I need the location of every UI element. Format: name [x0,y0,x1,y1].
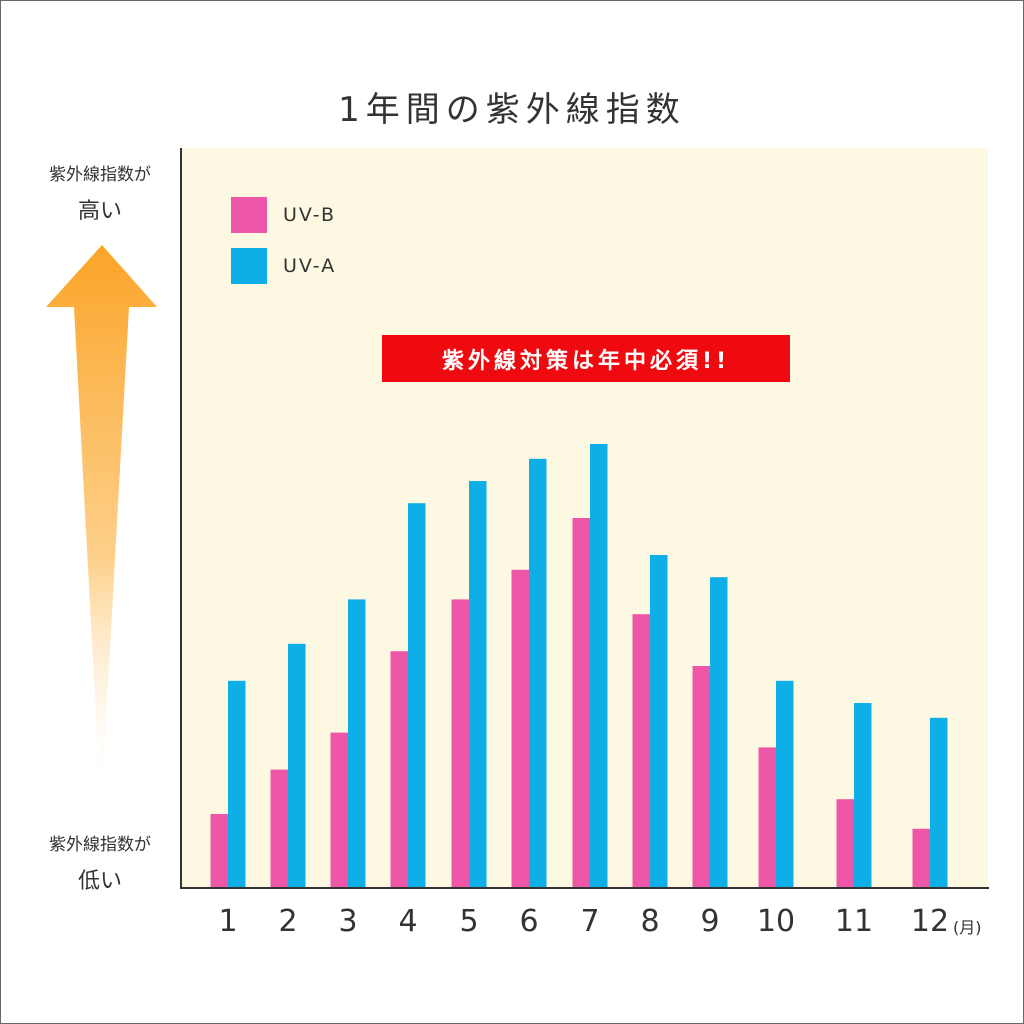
bar-uv-a-2 [288,643,306,888]
x-tick-label-10: 10 [756,904,796,939]
legend-swatch-uvb [231,197,267,233]
x-tick-label-12: 12 [910,904,950,939]
bar-uv-a-8 [650,555,668,888]
y-axis-top-label: 紫外線指数が 高い [20,160,180,225]
x-axis-unit: (月) [953,918,982,937]
bar-uv-b-6 [511,569,529,888]
bar-uv-b-10 [758,747,776,888]
y-bottom-line1: 紫外線指数が [49,835,151,855]
bar-uv-a-1 [228,680,246,888]
bar-uv-a-5 [469,481,487,888]
bar-uv-a-9 [710,577,728,888]
x-tick-label-8: 8 [640,904,660,939]
legend-item-uvb: UV-B [231,197,336,233]
x-tick-label-5: 5 [459,904,479,939]
bar-uv-b-4 [390,651,408,888]
x-tick-label-3: 3 [338,904,358,939]
x-tick-label-9: 9 [700,904,720,939]
bar-uv-b-9 [692,666,710,888]
bar-uv-a-7 [590,444,608,888]
annotation-banner: 紫外線対策は年中必須!! [382,335,790,382]
bar-uv-b-3 [330,732,348,888]
y-bottom-line2: 低い [77,869,122,894]
x-tick-label-11: 11 [834,904,874,939]
x-tick-label-6: 6 [519,904,539,939]
bar-uv-b-2 [270,769,288,888]
x-tick-label-4: 4 [398,904,418,939]
bar-uv-a-12 [930,717,948,888]
legend-item-uva: UV-A [231,248,336,284]
bar-uv-a-10 [776,680,794,888]
bar-uv-b-1 [210,814,228,888]
bar-uv-b-7 [572,518,590,888]
up-arrow-icon [46,245,157,810]
chart-title: 1年間の紫外線指数 [338,90,686,130]
bar-uv-b-12 [912,828,930,888]
x-tick-label-7: 7 [580,904,600,939]
bar-uv-b-11 [836,799,854,888]
bar-uv-a-4 [408,503,426,888]
x-tick-label-2: 2 [278,904,298,939]
bar-uv-a-6 [529,458,547,888]
legend-label-uvb: UV-B [283,204,337,226]
bar-uv-b-5 [451,599,469,888]
bar-uv-a-11 [854,703,872,888]
x-tick-label-1: 1 [218,904,238,939]
legend-swatch-uva [231,248,267,284]
y-axis-bottom-label: 紫外線指数が 低い [20,830,180,895]
bar-uv-b-8 [632,614,650,888]
y-top-line1: 紫外線指数が [49,165,151,185]
y-top-line2: 高い [77,199,122,224]
bar-uv-a-3 [348,599,366,888]
legend-label-uva: UV-A [283,255,337,277]
